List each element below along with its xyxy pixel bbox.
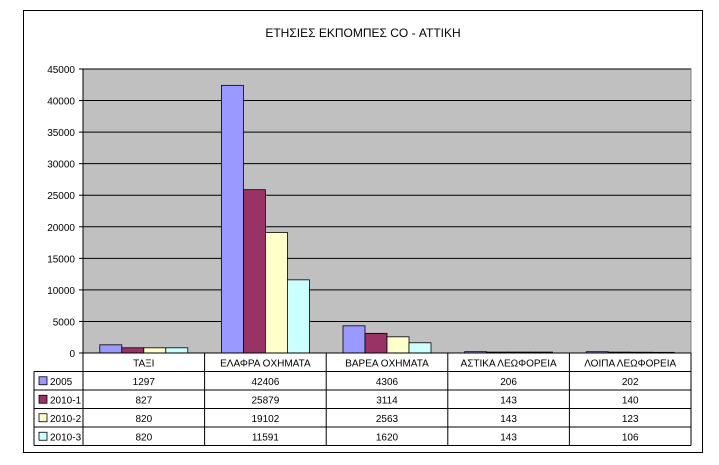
y-tick-label: 30000 [47, 160, 75, 171]
data-label: 143 [500, 395, 517, 406]
y-tick-label: 40000 [47, 97, 75, 108]
legend-label: 2005 [50, 377, 73, 388]
data-label: 2563 [376, 414, 399, 425]
data-label: 123 [622, 414, 639, 425]
legend-swatch [38, 376, 48, 386]
bar [408, 342, 432, 354]
y-tick-label: 15000 [47, 254, 75, 265]
bar [286, 279, 310, 354]
bar [364, 332, 388, 354]
y-tick-label: 0 [69, 349, 75, 360]
data-label: 820 [135, 414, 152, 425]
bar [99, 344, 123, 354]
data-label: 11591 [252, 432, 280, 443]
bar [242, 189, 266, 354]
data-label: 143 [500, 432, 517, 443]
bar-chart: ΕΤΗΣΙΕΣ ΕΚΠΟΜΠΕΣ CO - ΑΤΤΙΚΗ 0 5000 10000 15… [33, 26, 692, 446]
bar [386, 336, 410, 354]
data-label: 106 [622, 432, 639, 443]
y-tick-label: 45000 [47, 65, 75, 76]
bar [264, 232, 288, 354]
bar [220, 84, 244, 354]
bar [165, 347, 189, 354]
data-label: 4306 [376, 377, 399, 388]
y-tick-label: 35000 [47, 128, 75, 139]
x-tick-label: ΕΛΑΦΡΑ ΟΧΗΜΑΤΑ [220, 358, 311, 369]
data-label: 820 [135, 432, 152, 443]
bar [121, 347, 145, 354]
legend-swatch [38, 431, 48, 441]
data-label: 202 [622, 377, 639, 388]
legend-swatch [38, 394, 48, 404]
x-tick-label: ΒΑΡΕΑ ΟΧΗΜΑΤΑ [345, 358, 429, 369]
data-label: 827 [135, 395, 152, 406]
data-label: 1620 [376, 432, 399, 443]
y-tick-label: 20000 [47, 223, 75, 234]
legend-label: 2010-2 [50, 414, 82, 425]
chart-frame: ΕΤΗΣΙΕΣ ΕΚΠΟΜΠΕΣ CO - ΑΤΤΙΚΗ 0 5000 10000 15… [23, 10, 703, 453]
x-tick-label: ΛΟΙΠΑ ΛΕΩΦΟΡΕΙΑ [584, 358, 676, 369]
legend-swatch [38, 413, 48, 423]
data-label: 143 [500, 414, 517, 425]
legend-label: 2010-1 [50, 395, 82, 406]
x-tick-label: ΤΑΞΙ [133, 358, 154, 369]
data-label: 19102 [251, 414, 279, 425]
data-label: 3114 [376, 395, 398, 406]
y-tick-label: 5000 [53, 317, 76, 328]
y-tick-label: 25000 [47, 191, 75, 202]
data-label: 25879 [251, 395, 279, 406]
y-tick-label: 10000 [47, 286, 75, 297]
bar [342, 325, 366, 354]
legend-label: 2010-3 [50, 432, 82, 443]
data-label: 140 [622, 395, 639, 406]
data-label: 42406 [251, 377, 279, 388]
x-tick-label: ΑΣΤΙΚΑ ΛΕΩΦΟΡΕΙΑ [461, 358, 557, 369]
data-label: 1297 [133, 377, 156, 388]
bar [143, 347, 167, 354]
data-label: 206 [500, 377, 517, 388]
plot-area [82, 68, 692, 354]
chart-title: ΕΤΗΣΙΕΣ ΕΚΠΟΜΠΕΣ CO - ΑΤΤΙΚΗ [265, 26, 460, 40]
